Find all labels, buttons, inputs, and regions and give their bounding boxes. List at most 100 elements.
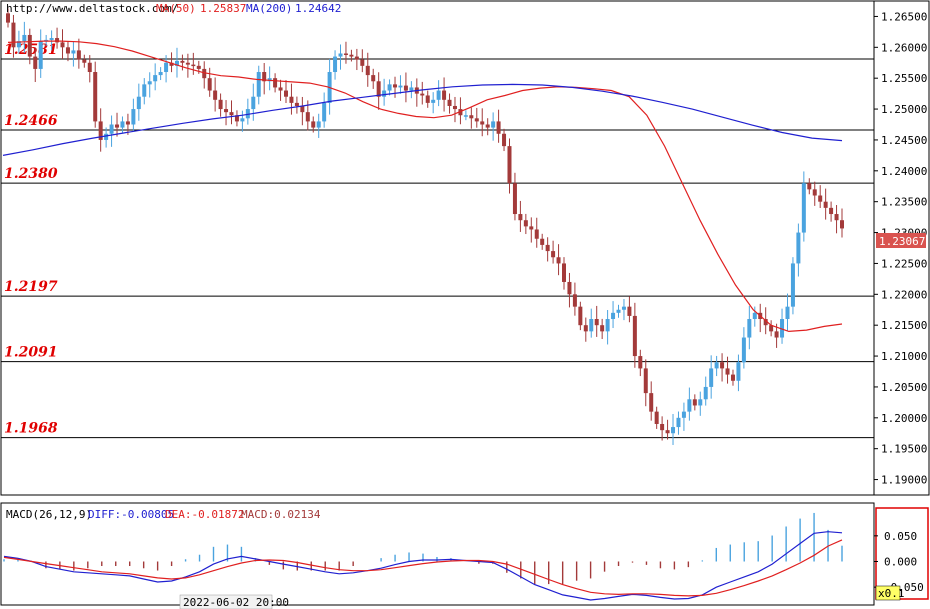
candle-body[interactable]	[343, 53, 348, 55]
candle-body[interactable]	[801, 183, 806, 233]
candle-body[interactable]	[698, 399, 703, 406]
candle-body[interactable]	[736, 362, 741, 381]
candle-body[interactable]	[142, 84, 147, 97]
candle-body[interactable]	[507, 146, 512, 184]
candle-body[interactable]	[125, 121, 130, 125]
candle-body[interactable]	[360, 59, 365, 66]
candle-body[interactable]	[823, 201, 828, 208]
candle-body[interactable]	[349, 54, 354, 57]
candle-body[interactable]	[382, 90, 387, 97]
candle-body[interactable]	[692, 399, 697, 406]
candle-body[interactable]	[229, 112, 234, 116]
candle-body[interactable]	[463, 115, 468, 117]
candle-body[interactable]	[452, 105, 457, 110]
candle-body[interactable]	[578, 306, 583, 326]
candle-body[interactable]	[273, 78, 278, 88]
candle-body[interactable]	[780, 319, 785, 338]
candle-body[interactable]	[534, 229, 539, 239]
candle-body[interactable]	[174, 60, 179, 66]
candle-body[interactable]	[556, 257, 561, 264]
candle-body[interactable]	[245, 109, 250, 119]
candle-body[interactable]	[93, 72, 98, 122]
candle-body[interactable]	[305, 112, 310, 122]
candle-body[interactable]	[671, 427, 676, 434]
candle-body[interactable]	[425, 95, 430, 103]
candle-body[interactable]	[491, 121, 496, 128]
candle-body[interactable]	[338, 53, 343, 57]
candle-body[interactable]	[284, 90, 288, 97]
candle-body[interactable]	[436, 90, 441, 100]
candle-body[interactable]	[55, 38, 60, 43]
candle-body[interactable]	[256, 72, 261, 97]
candle-body[interactable]	[6, 13, 10, 23]
candle-body[interactable]	[600, 325, 605, 332]
candle-body[interactable]	[196, 65, 201, 69]
candle-body[interactable]	[376, 81, 381, 97]
candle-body[interactable]	[785, 306, 790, 320]
candle-body[interactable]	[720, 362, 725, 369]
candle-body[interactable]	[529, 226, 534, 230]
candle-body[interactable]	[518, 214, 523, 221]
candle-body[interactable]	[632, 315, 637, 357]
candle-body[interactable]	[714, 362, 719, 369]
candle-body[interactable]	[180, 60, 185, 63]
candle-body[interactable]	[289, 96, 294, 103]
candle-body[interactable]	[278, 87, 283, 91]
candle-body[interactable]	[403, 85, 408, 91]
candle-body[interactable]	[502, 133, 507, 147]
candle-body[interactable]	[136, 96, 141, 110]
candle-body[interactable]	[643, 368, 648, 394]
candle-body[interactable]	[709, 368, 714, 387]
candle-body[interactable]	[812, 189, 817, 196]
candle-body[interactable]	[665, 430, 670, 434]
candle-body[interactable]	[649, 393, 654, 412]
candle-body[interactable]	[33, 56, 38, 69]
candle-body[interactable]	[234, 115, 239, 122]
candle-body[interactable]	[333, 56, 338, 73]
candle-body[interactable]	[572, 294, 577, 307]
candle-body[interactable]	[621, 306, 626, 310]
zoom-label[interactable]: x0.1	[878, 587, 905, 600]
candle-body[interactable]	[71, 50, 76, 54]
candle-body[interactable]	[512, 183, 517, 215]
macd-panel[interactable]	[0, 502, 875, 606]
candle-body[interactable]	[240, 118, 245, 122]
candle-body[interactable]	[120, 121, 125, 128]
candle-body[interactable]	[654, 411, 659, 424]
candle-body[interactable]	[76, 50, 81, 60]
candle-body[interactable]	[496, 121, 501, 134]
candle-body[interactable]	[224, 109, 229, 113]
candle-body[interactable]	[16, 41, 21, 48]
candle-body[interactable]	[431, 99, 436, 103]
candle-body[interactable]	[393, 84, 398, 88]
candle-body[interactable]	[818, 195, 823, 202]
candle-body[interactable]	[796, 232, 801, 264]
candle-body[interactable]	[562, 263, 566, 282]
candle-body[interactable]	[627, 306, 632, 316]
candle-body[interactable]	[769, 325, 774, 332]
candle-body[interactable]	[638, 356, 643, 369]
candle-body[interactable]	[442, 90, 447, 100]
candle-body[interactable]	[87, 62, 92, 73]
candle-body[interactable]	[158, 72, 163, 76]
candle-body[interactable]	[191, 64, 196, 67]
candle-body[interactable]	[60, 42, 65, 48]
candle-body[interactable]	[316, 121, 321, 128]
candle-body[interactable]	[11, 22, 16, 48]
candle-body[interactable]	[354, 56, 359, 60]
price-panel[interactable]	[0, 0, 875, 496]
candle-body[interactable]	[213, 90, 218, 100]
candle-body[interactable]	[300, 105, 305, 113]
candle-body[interactable]	[82, 59, 87, 63]
candle-body[interactable]	[583, 325, 588, 332]
candle-body[interactable]	[207, 78, 212, 91]
candle-body[interactable]	[185, 62, 190, 65]
candle-body[interactable]	[605, 319, 610, 332]
candle-body[interactable]	[49, 38, 54, 40]
candle-body[interactable]	[267, 78, 272, 82]
candle-body[interactable]	[38, 41, 43, 69]
candle-body[interactable]	[611, 312, 616, 320]
candle-body[interactable]	[218, 99, 223, 110]
candle-body[interactable]	[387, 84, 392, 91]
